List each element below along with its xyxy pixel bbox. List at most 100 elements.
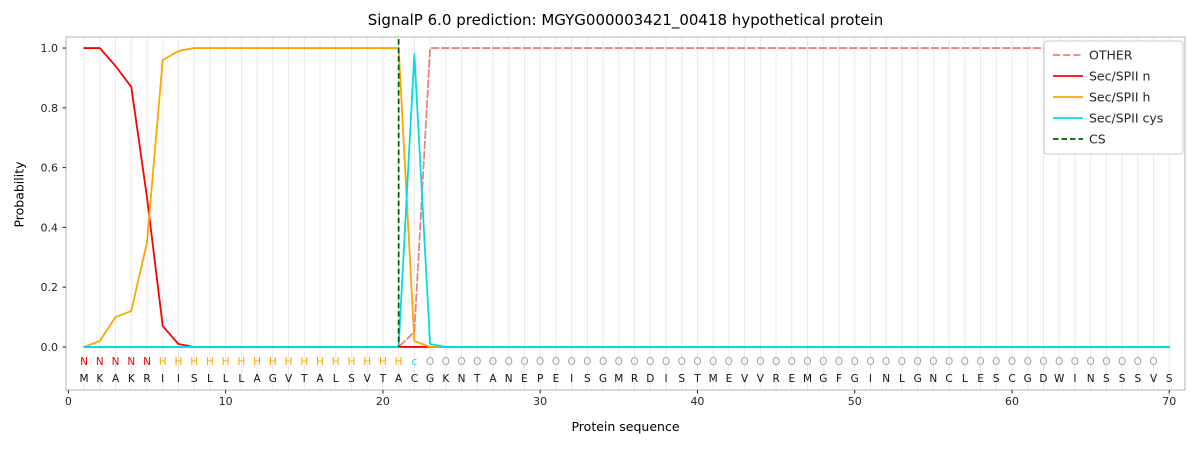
state-label: O	[898, 356, 906, 368]
state-label: O	[583, 356, 591, 368]
state-label: O	[756, 356, 764, 368]
residue-letter: V	[757, 373, 765, 385]
residue-letter: V	[1150, 373, 1158, 385]
residue-letter: S	[1119, 373, 1126, 385]
state-label: H	[237, 356, 245, 368]
residue-letter: S	[1166, 373, 1173, 385]
series-line-sec-spii-h	[83, 47, 1171, 348]
x-tick-label: 50	[848, 395, 862, 408]
x-tick-label: 0	[65, 395, 72, 408]
y-tick-label: 1.0	[41, 42, 59, 55]
x-tick-label: 60	[1005, 395, 1019, 408]
y-tick-label: 0.0	[41, 341, 59, 354]
residue-letter: C	[945, 373, 952, 385]
state-label: O	[1071, 356, 1079, 368]
state-label: O	[1024, 356, 1032, 368]
x-axis-label: Protein sequence	[571, 419, 680, 434]
state-label: O	[741, 356, 749, 368]
state-label: O	[709, 356, 717, 368]
y-tick-label: 0.8	[41, 102, 59, 115]
series-line-sec-spii-cys	[83, 53, 1171, 348]
state-label: c	[411, 356, 417, 368]
state-label: O	[473, 356, 481, 368]
state-label: O	[1134, 356, 1142, 368]
state-label: H	[347, 356, 355, 368]
state-label: O	[457, 356, 465, 368]
axis-ticks: 0 10 20 30 40 50 60 70 0.0 0.2 0.4 0.6 0.8 1.0	[41, 42, 1177, 408]
state-label: O	[568, 356, 576, 368]
state-label: H	[190, 356, 198, 368]
residue-letter: S	[191, 373, 198, 385]
state-label: O	[819, 356, 827, 368]
state-label: O	[851, 356, 859, 368]
residue-letter: S	[678, 373, 685, 385]
residue-letter: L	[223, 373, 229, 385]
residue-letter: C	[1008, 373, 1015, 385]
state-label: N	[112, 356, 120, 368]
residue-letter: A	[489, 373, 497, 385]
residue-letter: G	[269, 373, 277, 385]
state-label: O	[505, 356, 513, 368]
state-label: O	[961, 356, 969, 368]
residue-letter: V	[364, 373, 372, 385]
state-label: O	[1087, 356, 1095, 368]
state-label: O	[489, 356, 497, 368]
x-tick-label: 30	[533, 395, 547, 408]
residue-letter: S	[1103, 373, 1110, 385]
residue-letter: G	[851, 373, 859, 385]
residue-letter: T	[300, 373, 308, 385]
state-label: O	[1008, 356, 1016, 368]
residue-letter: D	[1039, 373, 1047, 385]
state-label: H	[159, 356, 167, 368]
state-label: N	[96, 356, 104, 368]
residue-letter: K	[442, 373, 450, 385]
state-label: O	[1102, 356, 1110, 368]
state-label: O	[788, 356, 796, 368]
y-axis-label: Probability	[11, 161, 27, 228]
legend-label-cs: CS	[1089, 132, 1106, 147]
residue-letter: V	[741, 373, 749, 385]
residue-letter: L	[238, 373, 244, 385]
y-tick-label: 0.2	[41, 281, 59, 294]
state-label: H	[379, 356, 387, 368]
residue-letter: S	[993, 373, 1000, 385]
residue-letter: I	[1073, 373, 1076, 385]
state-label: O	[520, 356, 528, 368]
state-label: O	[599, 356, 607, 368]
residue-letter: L	[899, 373, 905, 385]
state-label: O	[772, 356, 780, 368]
plot-frame	[65, 36, 1186, 391]
residue-letter: M	[709, 373, 718, 385]
residue-letter: A	[316, 373, 324, 385]
residue-letter: A	[253, 373, 261, 385]
residue-letter: N	[458, 373, 466, 385]
residue-letter: T	[473, 373, 481, 385]
state-label: O	[630, 356, 638, 368]
state-label: N	[80, 356, 88, 368]
state-label: H	[363, 356, 371, 368]
legend-label-other: OTHER	[1089, 48, 1133, 63]
state-label: O	[552, 356, 560, 368]
residue-letter: L	[207, 373, 213, 385]
residue-letter: S	[348, 373, 355, 385]
state-label: O	[536, 356, 544, 368]
residue-letter: K	[96, 373, 104, 385]
series-line-other	[83, 47, 1171, 348]
y-tick-label: 0.6	[41, 162, 59, 175]
residue-letter: C	[411, 373, 418, 385]
state-label: O	[1149, 356, 1157, 368]
residue-letter: M	[614, 373, 623, 385]
state-label: H	[206, 356, 214, 368]
state-label: O	[992, 356, 1000, 368]
residue-letter: V	[285, 373, 293, 385]
series-line-sec-spii-n	[83, 47, 1171, 348]
state-label: H	[316, 356, 324, 368]
gridlines	[83, 37, 1170, 390]
state-label: H	[253, 356, 261, 368]
state-label: O	[803, 356, 811, 368]
residue-letter: I	[570, 373, 573, 385]
residue-letter: G	[1024, 373, 1032, 385]
y-tick-label: 0.4	[41, 221, 59, 234]
